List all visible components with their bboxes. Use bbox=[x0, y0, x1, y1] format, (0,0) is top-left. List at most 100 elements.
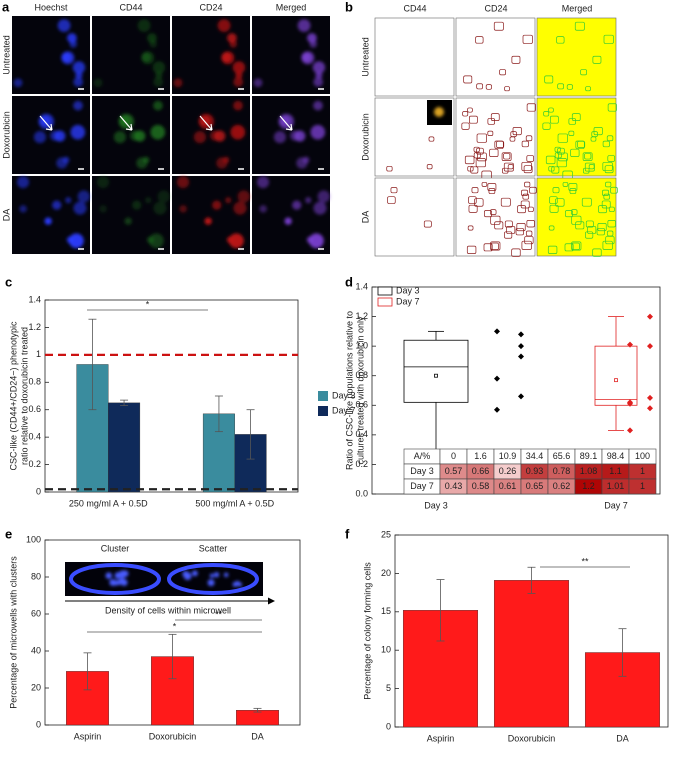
cell-outline bbox=[544, 75, 554, 84]
cell bbox=[296, 157, 308, 169]
table-value: 0.65 bbox=[526, 481, 544, 491]
data-point bbox=[647, 405, 653, 412]
cell bbox=[217, 19, 231, 32]
cell-outline bbox=[490, 241, 501, 251]
y-tick-label: 0 bbox=[36, 486, 41, 496]
legend-label: Day 3 bbox=[332, 390, 356, 400]
cell-outline bbox=[523, 165, 533, 174]
y-axis-label: ratio relative to doxorubicin treated bbox=[19, 327, 29, 465]
cell-outline bbox=[557, 83, 564, 90]
cell-outline bbox=[575, 221, 585, 230]
cell bbox=[193, 131, 207, 144]
cell bbox=[221, 51, 235, 65]
cell bbox=[152, 61, 166, 74]
cell bbox=[308, 233, 324, 249]
y-tick-label: 25 bbox=[381, 529, 391, 539]
cell bbox=[216, 157, 228, 169]
y-tick-label: 0.4 bbox=[355, 429, 368, 439]
data-point bbox=[518, 393, 524, 400]
data-point bbox=[627, 341, 633, 348]
cell-outline bbox=[487, 183, 497, 191]
cell-outline bbox=[598, 205, 607, 214]
panel-letter: e bbox=[5, 526, 12, 541]
cell bbox=[16, 176, 30, 189]
cell-outline bbox=[607, 155, 615, 162]
cell-outline bbox=[550, 115, 559, 124]
inset-cell bbox=[213, 572, 220, 578]
cell-outline bbox=[522, 193, 530, 200]
cell bbox=[176, 176, 190, 189]
inset-image bbox=[163, 562, 263, 596]
inset-cell bbox=[191, 570, 198, 577]
cell bbox=[294, 130, 306, 142]
mean bbox=[434, 373, 438, 378]
cell-outline bbox=[574, 21, 585, 31]
significance-label: * bbox=[173, 621, 177, 631]
cells bbox=[256, 176, 330, 249]
error-bar bbox=[120, 399, 129, 407]
cell bbox=[149, 40, 158, 48]
y-tick-label: 60 bbox=[31, 608, 41, 618]
bar bbox=[493, 580, 570, 728]
row-header: Untreated bbox=[1, 35, 11, 75]
table-header: 100 bbox=[635, 451, 650, 461]
cell bbox=[309, 40, 318, 48]
cell bbox=[301, 51, 315, 65]
cell-outline bbox=[461, 122, 470, 130]
cell-outline bbox=[555, 198, 565, 207]
cell bbox=[153, 100, 163, 111]
legend-swatch bbox=[318, 391, 328, 401]
cell-outline bbox=[464, 155, 475, 165]
cell-outline bbox=[473, 152, 481, 159]
legend-swatch bbox=[377, 297, 393, 307]
y-tick-label: 0.8 bbox=[355, 370, 368, 380]
cell-outline bbox=[607, 103, 617, 112]
cell bbox=[315, 71, 323, 79]
cell bbox=[313, 77, 324, 87]
cell-outline bbox=[570, 148, 580, 157]
y-tick-label: 0.2 bbox=[28, 459, 41, 469]
y-axis-label: CSC-like (CD44+/CD24−) phenotypic bbox=[8, 321, 18, 471]
cell-outline bbox=[585, 86, 591, 92]
cell-outline bbox=[593, 127, 603, 136]
cell-outline bbox=[476, 147, 484, 155]
segmentation bbox=[374, 17, 455, 97]
cell bbox=[73, 100, 83, 111]
table-row-label: Day 3 bbox=[410, 466, 434, 476]
cell-outline bbox=[501, 152, 512, 162]
y-axis-label: Percentage of colony forming cells bbox=[362, 562, 372, 700]
cell-outline bbox=[585, 220, 594, 228]
cell-outline bbox=[608, 206, 615, 212]
table-value: 1 bbox=[640, 481, 645, 491]
cell bbox=[113, 131, 127, 144]
cell bbox=[230, 124, 246, 140]
y-tick-label: 0.0 bbox=[355, 488, 368, 498]
cell-outline bbox=[466, 245, 477, 254]
table-header: 65.6 bbox=[553, 451, 571, 461]
cell bbox=[237, 190, 250, 203]
cell bbox=[173, 78, 183, 88]
cell-outline bbox=[602, 189, 610, 196]
cell-outline bbox=[490, 209, 497, 215]
x-tick-label: DA bbox=[616, 733, 629, 743]
cell-outline bbox=[487, 130, 494, 136]
cell-outline bbox=[524, 236, 534, 245]
y-tick-label: 0 bbox=[36, 719, 41, 729]
box bbox=[594, 345, 638, 406]
cell bbox=[305, 197, 312, 204]
cell-outline bbox=[581, 197, 592, 207]
cell bbox=[75, 71, 83, 79]
inset-cell bbox=[120, 579, 128, 586]
row-header: Doxorubicin bbox=[360, 113, 370, 161]
cell-outline bbox=[548, 107, 554, 113]
cell-outline bbox=[568, 130, 575, 136]
inset-arrowhead bbox=[268, 597, 275, 605]
cell bbox=[233, 100, 243, 111]
cell-outline bbox=[488, 188, 496, 194]
cell-outline bbox=[571, 242, 580, 250]
table-value: 0.58 bbox=[472, 481, 490, 491]
cell-outline bbox=[558, 152, 568, 162]
cell-outline bbox=[502, 167, 509, 174]
cell-outline bbox=[520, 200, 530, 209]
